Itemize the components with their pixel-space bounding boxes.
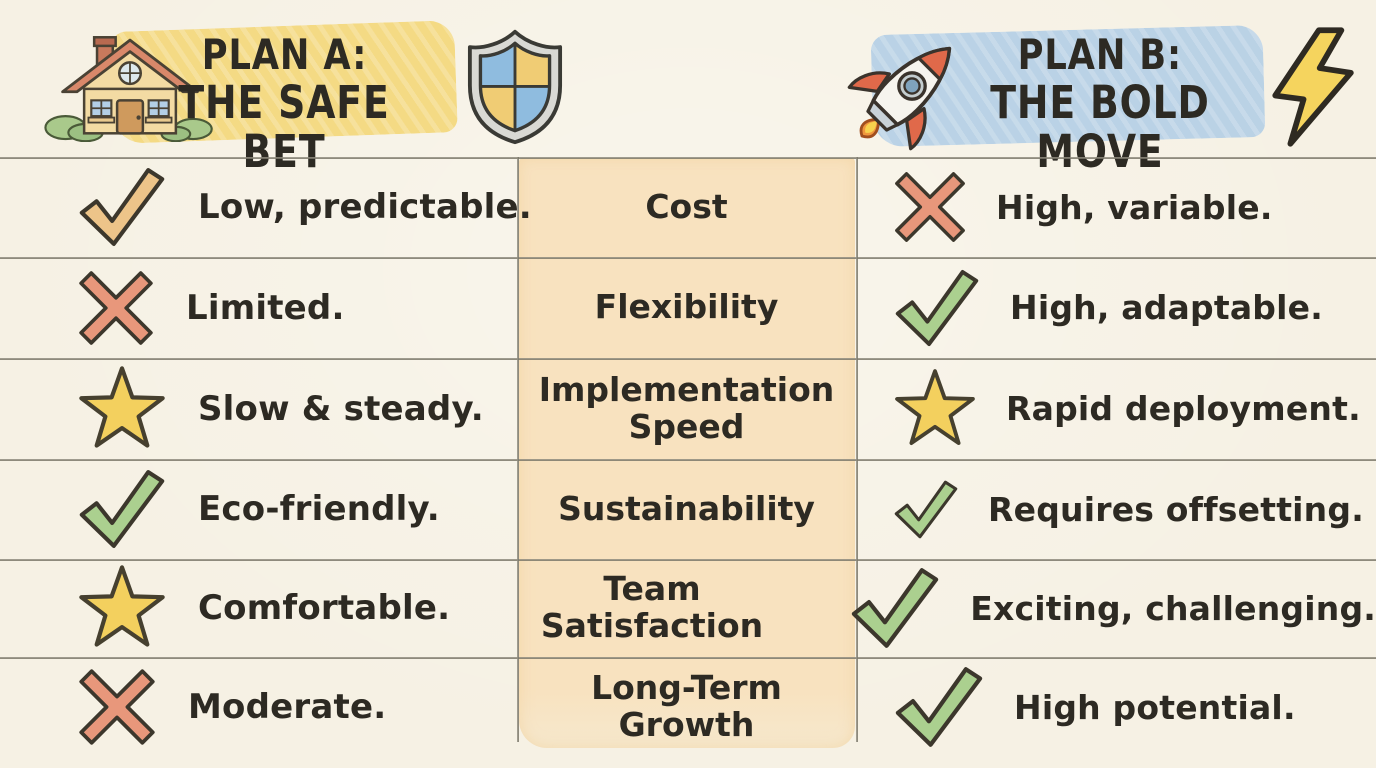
check-icon — [76, 166, 168, 248]
rocket-icon — [847, 46, 952, 151]
plan-a-value: Low, predictable. — [198, 187, 532, 227]
plan-b-value: Rapid deployment. — [1006, 389, 1361, 428]
table-row: Limited. Flexibility High, adaptable. — [0, 257, 1376, 358]
star-icon — [892, 368, 978, 450]
plan-a-cell: Limited. — [0, 257, 517, 358]
shield-icon — [467, 29, 563, 145]
check-icon — [892, 479, 960, 540]
plan-a-value: Limited. — [186, 287, 345, 328]
lightning-bolt-icon — [1272, 27, 1354, 147]
check-icon — [848, 566, 942, 650]
plan-a-title: PLAN A: THE SAFE BET — [112, 32, 456, 177]
criterion-cell: Sustainability — [558, 488, 815, 528]
plan-b-cell: High, adaptable. — [856, 257, 1376, 358]
row-divider — [0, 459, 1376, 461]
plan-a-value: Comfortable. — [198, 588, 451, 628]
plan-a-cell: Moderate. — [0, 657, 517, 757]
column-divider-right — [856, 157, 858, 742]
criterion-cell: Team Satisfaction — [540, 569, 764, 645]
criterion-column-highlight — [519, 158, 855, 748]
check-icon — [892, 665, 986, 749]
table-row: Low, predictable. Cost High, variable. — [0, 157, 1376, 257]
table-row: Slow & steady. Implementation Speed Rapi… — [0, 358, 1376, 459]
check-icon — [76, 468, 168, 550]
plan-a-cell: Eco-friendly. — [0, 459, 517, 559]
criterion-cell: Long-Term Growth — [591, 668, 782, 744]
row-divider — [0, 157, 1376, 159]
cross-icon — [76, 268, 156, 348]
table-row: Eco-friendly. Sustainability Requires of… — [0, 459, 1376, 559]
cross-icon — [76, 666, 158, 748]
plan-b-cell: Requires offsetting. — [856, 459, 1376, 559]
plan-a-value: Slow & steady. — [198, 388, 484, 429]
row-divider — [0, 657, 1376, 659]
row-divider — [0, 358, 1376, 360]
plan-b-cell: Rapid deployment. — [856, 358, 1376, 459]
criterion-cell: Implementation Speed — [538, 369, 835, 446]
plan-b-cell: High, variable. — [856, 157, 1376, 257]
star-icon — [76, 365, 168, 453]
plan-b-value: High potential. — [1014, 687, 1296, 727]
plan-a-cell: Slow & steady. — [0, 358, 517, 459]
table-row: Moderate. Long-Term Growth High potentia… — [0, 657, 1376, 757]
plan-b-value: High, variable. — [996, 187, 1273, 227]
plan-b-cell: Exciting, challenging. — [812, 559, 1376, 657]
plan-a-value: Eco-friendly. — [198, 489, 440, 529]
plan-b-value: Requires offsetting. — [988, 489, 1364, 529]
cross-icon — [892, 169, 968, 245]
row-divider — [0, 257, 1376, 259]
plan-b-title: PLAN B: THE BOLD MOVE — [935, 32, 1265, 177]
plan-a-value: Moderate. — [188, 687, 387, 727]
table-row: Comfortable. Team Satisfaction Exciting,… — [0, 559, 1376, 657]
plan-b-value: Exciting, challenging. — [970, 588, 1376, 628]
column-divider-left — [517, 157, 519, 742]
criterion-cell: Cost — [645, 186, 728, 226]
house-icon — [44, 36, 213, 142]
plan-b-cell: High potential. — [856, 657, 1376, 757]
star-icon — [76, 564, 168, 652]
criterion-cell: Flexibility — [594, 287, 779, 327]
check-icon — [892, 268, 982, 348]
row-divider — [0, 559, 1376, 561]
plan-a-title-line1: PLAN A: — [201, 30, 367, 79]
plan-a-cell: Low, predictable. — [0, 157, 532, 257]
plan-b-title-line1: PLAN B: — [1017, 30, 1183, 79]
plan-a-title-line2: THE SAFE BET — [178, 76, 390, 178]
plan-b-value: High, adaptable. — [1010, 288, 1323, 327]
plan-a-cell: Comfortable. — [0, 559, 492, 657]
plan-b-title-line2: THE BOLD MOVE — [990, 76, 1210, 178]
